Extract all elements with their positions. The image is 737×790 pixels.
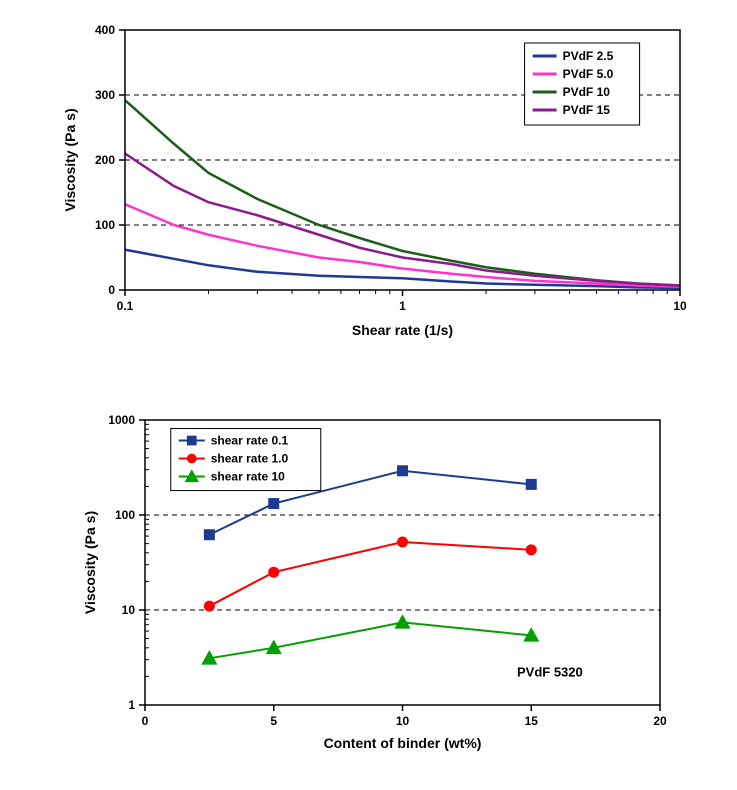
svg-text:Viscosity (Pa s): Viscosity (Pa s): [82, 511, 98, 614]
svg-text:300: 300: [95, 88, 115, 102]
svg-text:15: 15: [525, 714, 539, 728]
svg-text:1000: 1000: [108, 413, 135, 427]
svg-text:PVdF 10: PVdF 10: [563, 85, 611, 99]
svg-text:Viscosity (Pa s): Viscosity (Pa s): [62, 108, 78, 211]
svg-text:0: 0: [108, 283, 115, 297]
svg-text:400: 400: [95, 23, 115, 37]
svg-text:Shear rate (1/s): Shear rate (1/s): [352, 322, 453, 338]
svg-text:100: 100: [95, 218, 115, 232]
svg-text:Content of binder (wt%): Content of binder (wt%): [324, 735, 482, 751]
svg-text:1: 1: [128, 698, 135, 712]
svg-text:PVdF 15: PVdF 15: [563, 103, 611, 117]
svg-text:shear rate 10: shear rate 10: [211, 470, 285, 484]
svg-text:20: 20: [653, 714, 667, 728]
svg-text:1: 1: [399, 299, 406, 313]
svg-text:0: 0: [142, 714, 149, 728]
svg-text:PVdF 5320: PVdF 5320: [517, 664, 583, 679]
svg-text:100: 100: [115, 508, 135, 522]
viscosity-vs-shear-rate-chart: 0.11100100200300400Shear rate (1/s)Visco…: [55, 20, 695, 350]
svg-text:shear rate 1.0: shear rate 1.0: [211, 452, 289, 466]
page: 0.11100100200300400Shear rate (1/s)Visco…: [0, 0, 737, 790]
svg-text:0.1: 0.1: [117, 299, 134, 313]
svg-text:PVdF 2.5: PVdF 2.5: [563, 49, 614, 63]
viscosity-vs-binder-content-chart: 0 5 10 15 20 1 10 100 1000 Content of binder (wt%…: [75, 410, 675, 760]
svg-text:5: 5: [270, 714, 277, 728]
svg-text:10: 10: [122, 603, 136, 617]
svg-text:200: 200: [95, 153, 115, 167]
svg-text:PVdF 5.0: PVdF 5.0: [563, 67, 614, 81]
svg-text:10: 10: [396, 714, 410, 728]
svg-text:10: 10: [673, 299, 687, 313]
svg-text:shear rate 0.1: shear rate 0.1: [211, 434, 289, 448]
